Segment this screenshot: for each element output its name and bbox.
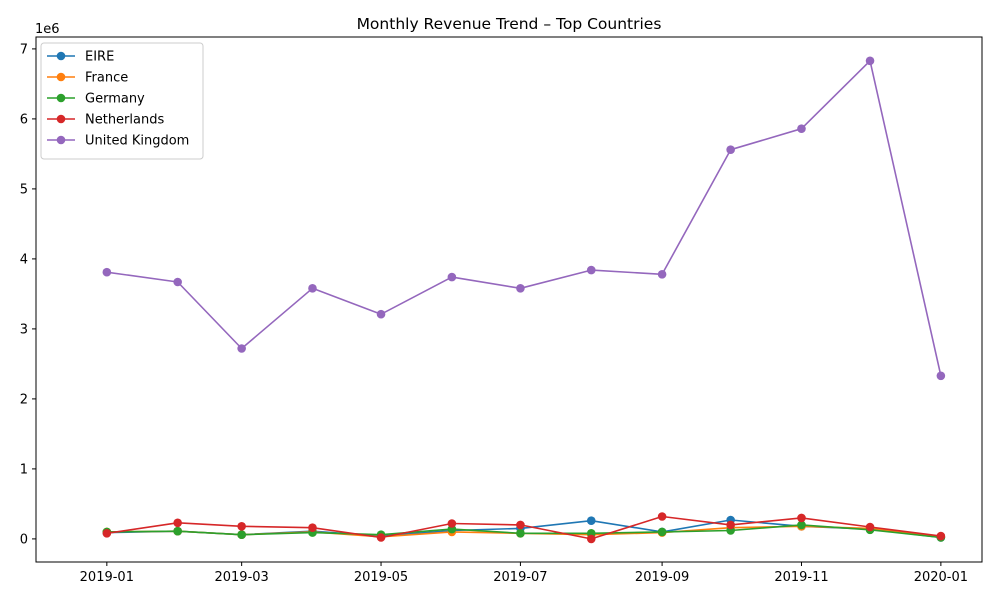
data-point-netherlands (657, 512, 667, 521)
data-point-netherlands (173, 518, 182, 528)
series-layer (102, 56, 946, 544)
legend-label: EIRE (85, 50, 114, 65)
data-point-united-kingdom (797, 124, 806, 133)
y-axis: 0 1 2 3 4 5 6 7 (20, 42, 36, 547)
legend-box (40, 42, 204, 160)
data-point-united-kingdom (865, 56, 875, 66)
data-point-netherlands (447, 519, 457, 528)
legend-item: United Kingdom (47, 134, 189, 149)
data-point-united-kingdom (376, 309, 386, 319)
x-tick-label: 2019-03 (214, 570, 268, 585)
data-point-united-kingdom (447, 272, 457, 282)
legend-item: France (47, 71, 128, 86)
data-point-united-kingdom (936, 371, 946, 381)
data-point-united-kingdom (657, 270, 667, 279)
data-point-netherlands (936, 531, 946, 541)
legend-label: Netherlands (85, 113, 164, 128)
data-point-united-kingdom (516, 284, 525, 293)
data-point-netherlands (865, 522, 875, 532)
legend-item: EIRE (47, 50, 114, 65)
legend-marker (56, 93, 66, 103)
legend-marker (56, 72, 66, 82)
legend-marker (56, 114, 66, 124)
plot-area (35, 36, 983, 563)
legend-item: Germany (47, 92, 145, 107)
x-tick-label: 2020-01 (914, 570, 968, 585)
data-point-netherlands (376, 533, 386, 542)
legend-marker (56, 135, 66, 145)
y-tick-label: 7 (20, 42, 28, 57)
legend: EIRE France Germany Netherlands United Kingd… (40, 42, 204, 160)
data-point-eire (586, 516, 596, 525)
data-point-united-kingdom (586, 265, 596, 275)
y-tick-label: 2 (20, 392, 28, 407)
data-point-united-kingdom (308, 284, 317, 293)
data-point-united-kingdom (726, 145, 735, 154)
data-point-germany (237, 530, 246, 539)
series-united-kingdom (102, 56, 946, 381)
data-point-netherlands (726, 520, 735, 530)
data-point-germany (173, 526, 182, 536)
data-point-united-kingdom (173, 277, 182, 287)
data-point-germany (797, 520, 806, 530)
y-tick-label: 0 (20, 532, 28, 547)
legend-label: France (85, 71, 128, 86)
series-netherlands (102, 512, 946, 544)
data-point-netherlands (797, 513, 806, 523)
y-tick-label: 6 (20, 112, 28, 127)
x-tick-label: 2019-11 (774, 570, 828, 585)
x-tick-label: 2019-09 (635, 570, 689, 585)
y-tick-label: 5 (20, 182, 28, 197)
series-line-united-kingdom (106, 59, 942, 376)
chart-title: Monthly Revenue Trend – Top Countries (357, 15, 662, 33)
data-point-netherlands (237, 522, 246, 531)
legend-marker (56, 51, 66, 61)
data-point-united-kingdom (237, 344, 246, 353)
y-tick-label: 1 (20, 462, 28, 477)
data-point-netherlands (102, 529, 112, 538)
legend-item: Netherlands (47, 113, 164, 128)
data-point-netherlands (308, 523, 317, 532)
data-point-germany (516, 529, 525, 538)
data-point-united-kingdom (102, 267, 112, 277)
y-tick-label: 3 (20, 322, 28, 337)
legend-label: United Kingdom (85, 134, 189, 149)
x-tick-label: 2019-01 (80, 570, 134, 585)
y-tick-label: 4 (20, 252, 28, 267)
y-axis-offset-label: 1e6 (35, 22, 60, 37)
x-tick-label: 2019-07 (493, 570, 547, 585)
data-point-netherlands (586, 534, 596, 544)
data-point-netherlands (516, 520, 525, 530)
x-axis: 2019-01 2019-03 2019-05 2019-07 2019-09 2019-… (80, 562, 968, 585)
data-point-germany (657, 527, 667, 537)
x-tick-label: 2019-05 (354, 570, 408, 585)
legend-label: Germany (85, 92, 145, 107)
